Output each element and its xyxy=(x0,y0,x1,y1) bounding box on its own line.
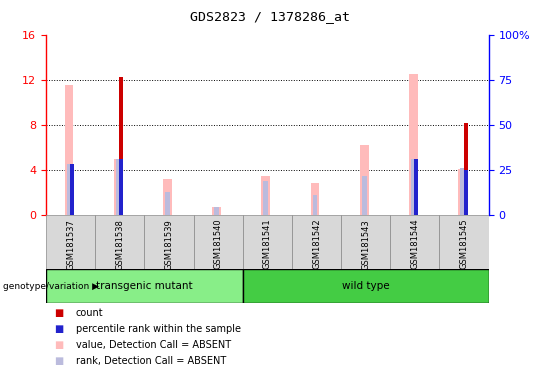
Text: GSM181545: GSM181545 xyxy=(460,219,469,270)
Text: GSM181539: GSM181539 xyxy=(164,219,173,270)
Bar xyxy=(65,85,73,215)
Bar xyxy=(70,164,74,215)
Text: GSM181540: GSM181540 xyxy=(214,219,222,270)
Bar xyxy=(214,207,219,215)
Text: GDS2823 / 1378286_at: GDS2823 / 1378286_at xyxy=(190,10,350,23)
Text: percentile rank within the sample: percentile rank within the sample xyxy=(76,324,241,334)
Text: GSM181543: GSM181543 xyxy=(361,219,370,270)
Bar xyxy=(411,159,416,215)
Bar xyxy=(119,78,123,215)
Bar xyxy=(46,215,95,269)
Bar xyxy=(119,159,123,215)
Text: ■: ■ xyxy=(54,308,63,318)
Text: count: count xyxy=(76,308,103,318)
Bar xyxy=(264,181,268,215)
Bar xyxy=(116,159,120,215)
Text: transgenic mutant: transgenic mutant xyxy=(96,281,193,291)
Bar xyxy=(341,215,390,269)
Bar xyxy=(440,215,489,269)
Bar xyxy=(242,215,292,269)
Bar xyxy=(390,215,440,269)
Text: GSM181538: GSM181538 xyxy=(115,219,124,270)
Bar xyxy=(163,179,172,215)
Text: wild type: wild type xyxy=(342,281,389,291)
Text: genotype/variation ▶: genotype/variation ▶ xyxy=(3,281,99,291)
Text: ■: ■ xyxy=(54,324,63,334)
Bar xyxy=(95,215,144,269)
Bar xyxy=(66,164,71,215)
Bar xyxy=(313,195,318,215)
Bar xyxy=(292,215,341,269)
Text: GSM181537: GSM181537 xyxy=(66,219,75,270)
Text: rank, Detection Call = ABSENT: rank, Detection Call = ABSENT xyxy=(76,356,226,366)
Bar xyxy=(261,175,270,215)
Bar xyxy=(458,169,467,215)
Bar xyxy=(144,215,193,269)
Bar xyxy=(362,175,367,215)
Text: GSM181542: GSM181542 xyxy=(312,219,321,270)
Text: GSM181544: GSM181544 xyxy=(410,219,420,270)
Bar xyxy=(409,74,418,215)
Bar xyxy=(114,159,123,215)
Text: ■: ■ xyxy=(54,356,63,366)
Bar xyxy=(165,192,170,215)
Bar xyxy=(193,215,242,269)
Bar xyxy=(464,122,468,215)
Bar xyxy=(360,145,369,215)
Text: GSM181541: GSM181541 xyxy=(263,219,272,270)
Bar xyxy=(460,168,465,215)
Bar xyxy=(212,207,221,215)
Bar xyxy=(242,269,489,303)
Text: value, Detection Call = ABSENT: value, Detection Call = ABSENT xyxy=(76,340,231,350)
Bar xyxy=(464,170,468,215)
Bar xyxy=(414,159,418,215)
Bar xyxy=(46,269,242,303)
Bar xyxy=(310,184,320,215)
Text: ■: ■ xyxy=(54,340,63,350)
